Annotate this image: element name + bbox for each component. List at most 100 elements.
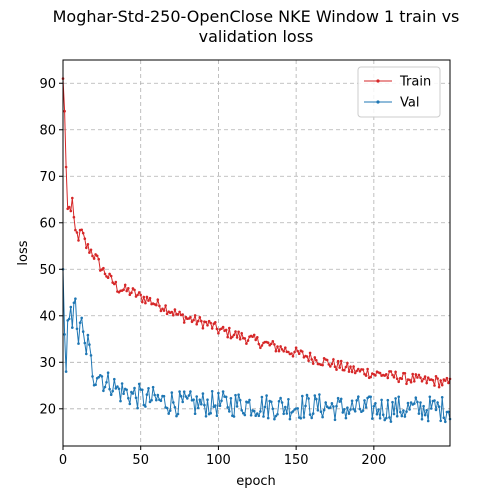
y-tick-label: 60: [39, 216, 56, 231]
data-point: [133, 288, 136, 292]
data-point: [85, 352, 88, 356]
data-point: [133, 386, 136, 390]
data-point: [321, 363, 324, 367]
data-point: [214, 321, 217, 324]
legend-marker: [376, 79, 380, 83]
data-point: [139, 293, 142, 297]
data-point: [75, 327, 79, 331]
data-point: [294, 346, 298, 350]
data-point: [316, 409, 320, 412]
data-point: [347, 412, 351, 415]
data-point: [114, 280, 118, 284]
data-point: [128, 402, 132, 406]
data-point: [215, 327, 219, 331]
data-point: [357, 367, 360, 371]
data-point: [285, 412, 289, 415]
data-point: [361, 368, 365, 371]
data-point: [240, 332, 243, 335]
data-point: [120, 382, 124, 385]
data-point: [78, 321, 82, 325]
data-point: [114, 387, 118, 390]
data-point: [346, 406, 349, 410]
data-point: [265, 394, 268, 397]
data-point: [277, 349, 281, 353]
data-point: [85, 246, 88, 250]
data-point: [414, 396, 418, 400]
data-point: [355, 369, 359, 373]
data-point: [242, 411, 245, 415]
data-point: [113, 377, 116, 381]
data-point: [313, 394, 317, 397]
data-point: [192, 398, 195, 402]
data-point: [329, 406, 332, 409]
data-point: [243, 413, 247, 417]
data-point: [136, 406, 139, 410]
data-point: [243, 337, 247, 340]
data-point: [442, 416, 446, 420]
data-point: [127, 396, 130, 400]
data-point: [71, 326, 74, 329]
data-point: [245, 342, 248, 345]
data-point: [386, 376, 390, 380]
data-point: [423, 375, 427, 378]
data-point: [83, 237, 87, 240]
chart-title-line1: Moghar-Std-250-OpenClose NKE Window 1 tr…: [53, 7, 460, 26]
data-point: [103, 272, 107, 276]
data-point: [172, 313, 175, 317]
data-point: [400, 377, 404, 381]
data-point: [88, 251, 91, 254]
data-point: [276, 345, 279, 348]
data-point: [271, 340, 275, 343]
data-point: [284, 346, 287, 350]
data-point: [288, 417, 292, 421]
data-point: [380, 398, 383, 402]
data-point: [395, 377, 399, 381]
data-point: [428, 395, 432, 399]
data-point: [232, 333, 236, 337]
data-point: [198, 316, 202, 319]
data-point: [255, 412, 259, 415]
data-point: [238, 398, 242, 402]
data-point: [330, 402, 334, 405]
data-point: [147, 299, 150, 302]
data-point: [122, 288, 125, 292]
data-point: [97, 375, 100, 379]
data-point: [389, 420, 393, 423]
data-point: [190, 320, 194, 324]
data-point: [397, 380, 401, 384]
x-tick-label: 0: [59, 453, 67, 468]
data-point: [434, 375, 438, 378]
data-point: [280, 348, 284, 351]
data-point: [341, 411, 345, 414]
data-point: [437, 385, 441, 389]
data-point: [426, 376, 430, 380]
data-point: [72, 215, 76, 219]
data-point: [237, 393, 240, 397]
data-point: [161, 307, 164, 311]
data-point: [270, 400, 273, 404]
data-point: [147, 387, 150, 390]
data-point: [210, 390, 214, 393]
data-point: [153, 393, 156, 397]
legend-marker: [376, 100, 380, 104]
data-point: [263, 405, 267, 409]
data-point: [80, 228, 83, 232]
data-point: [395, 414, 399, 418]
data-point: [411, 372, 415, 376]
data-point: [439, 379, 443, 382]
data-point: [119, 399, 122, 403]
data-point: [444, 420, 447, 424]
data-point: [423, 413, 427, 417]
y-tick-label: 90: [39, 77, 56, 92]
data-point: [88, 343, 91, 346]
data-point: [220, 327, 223, 331]
data-point: [425, 409, 429, 412]
x-tick-label: 150: [284, 453, 309, 468]
data-point: [302, 416, 306, 419]
chart-title-line2: validation loss: [199, 27, 314, 46]
data-point: [215, 414, 219, 418]
data-point: [280, 401, 284, 404]
data-point: [74, 228, 77, 232]
data-point: [182, 390, 186, 394]
data-point: [144, 405, 147, 408]
